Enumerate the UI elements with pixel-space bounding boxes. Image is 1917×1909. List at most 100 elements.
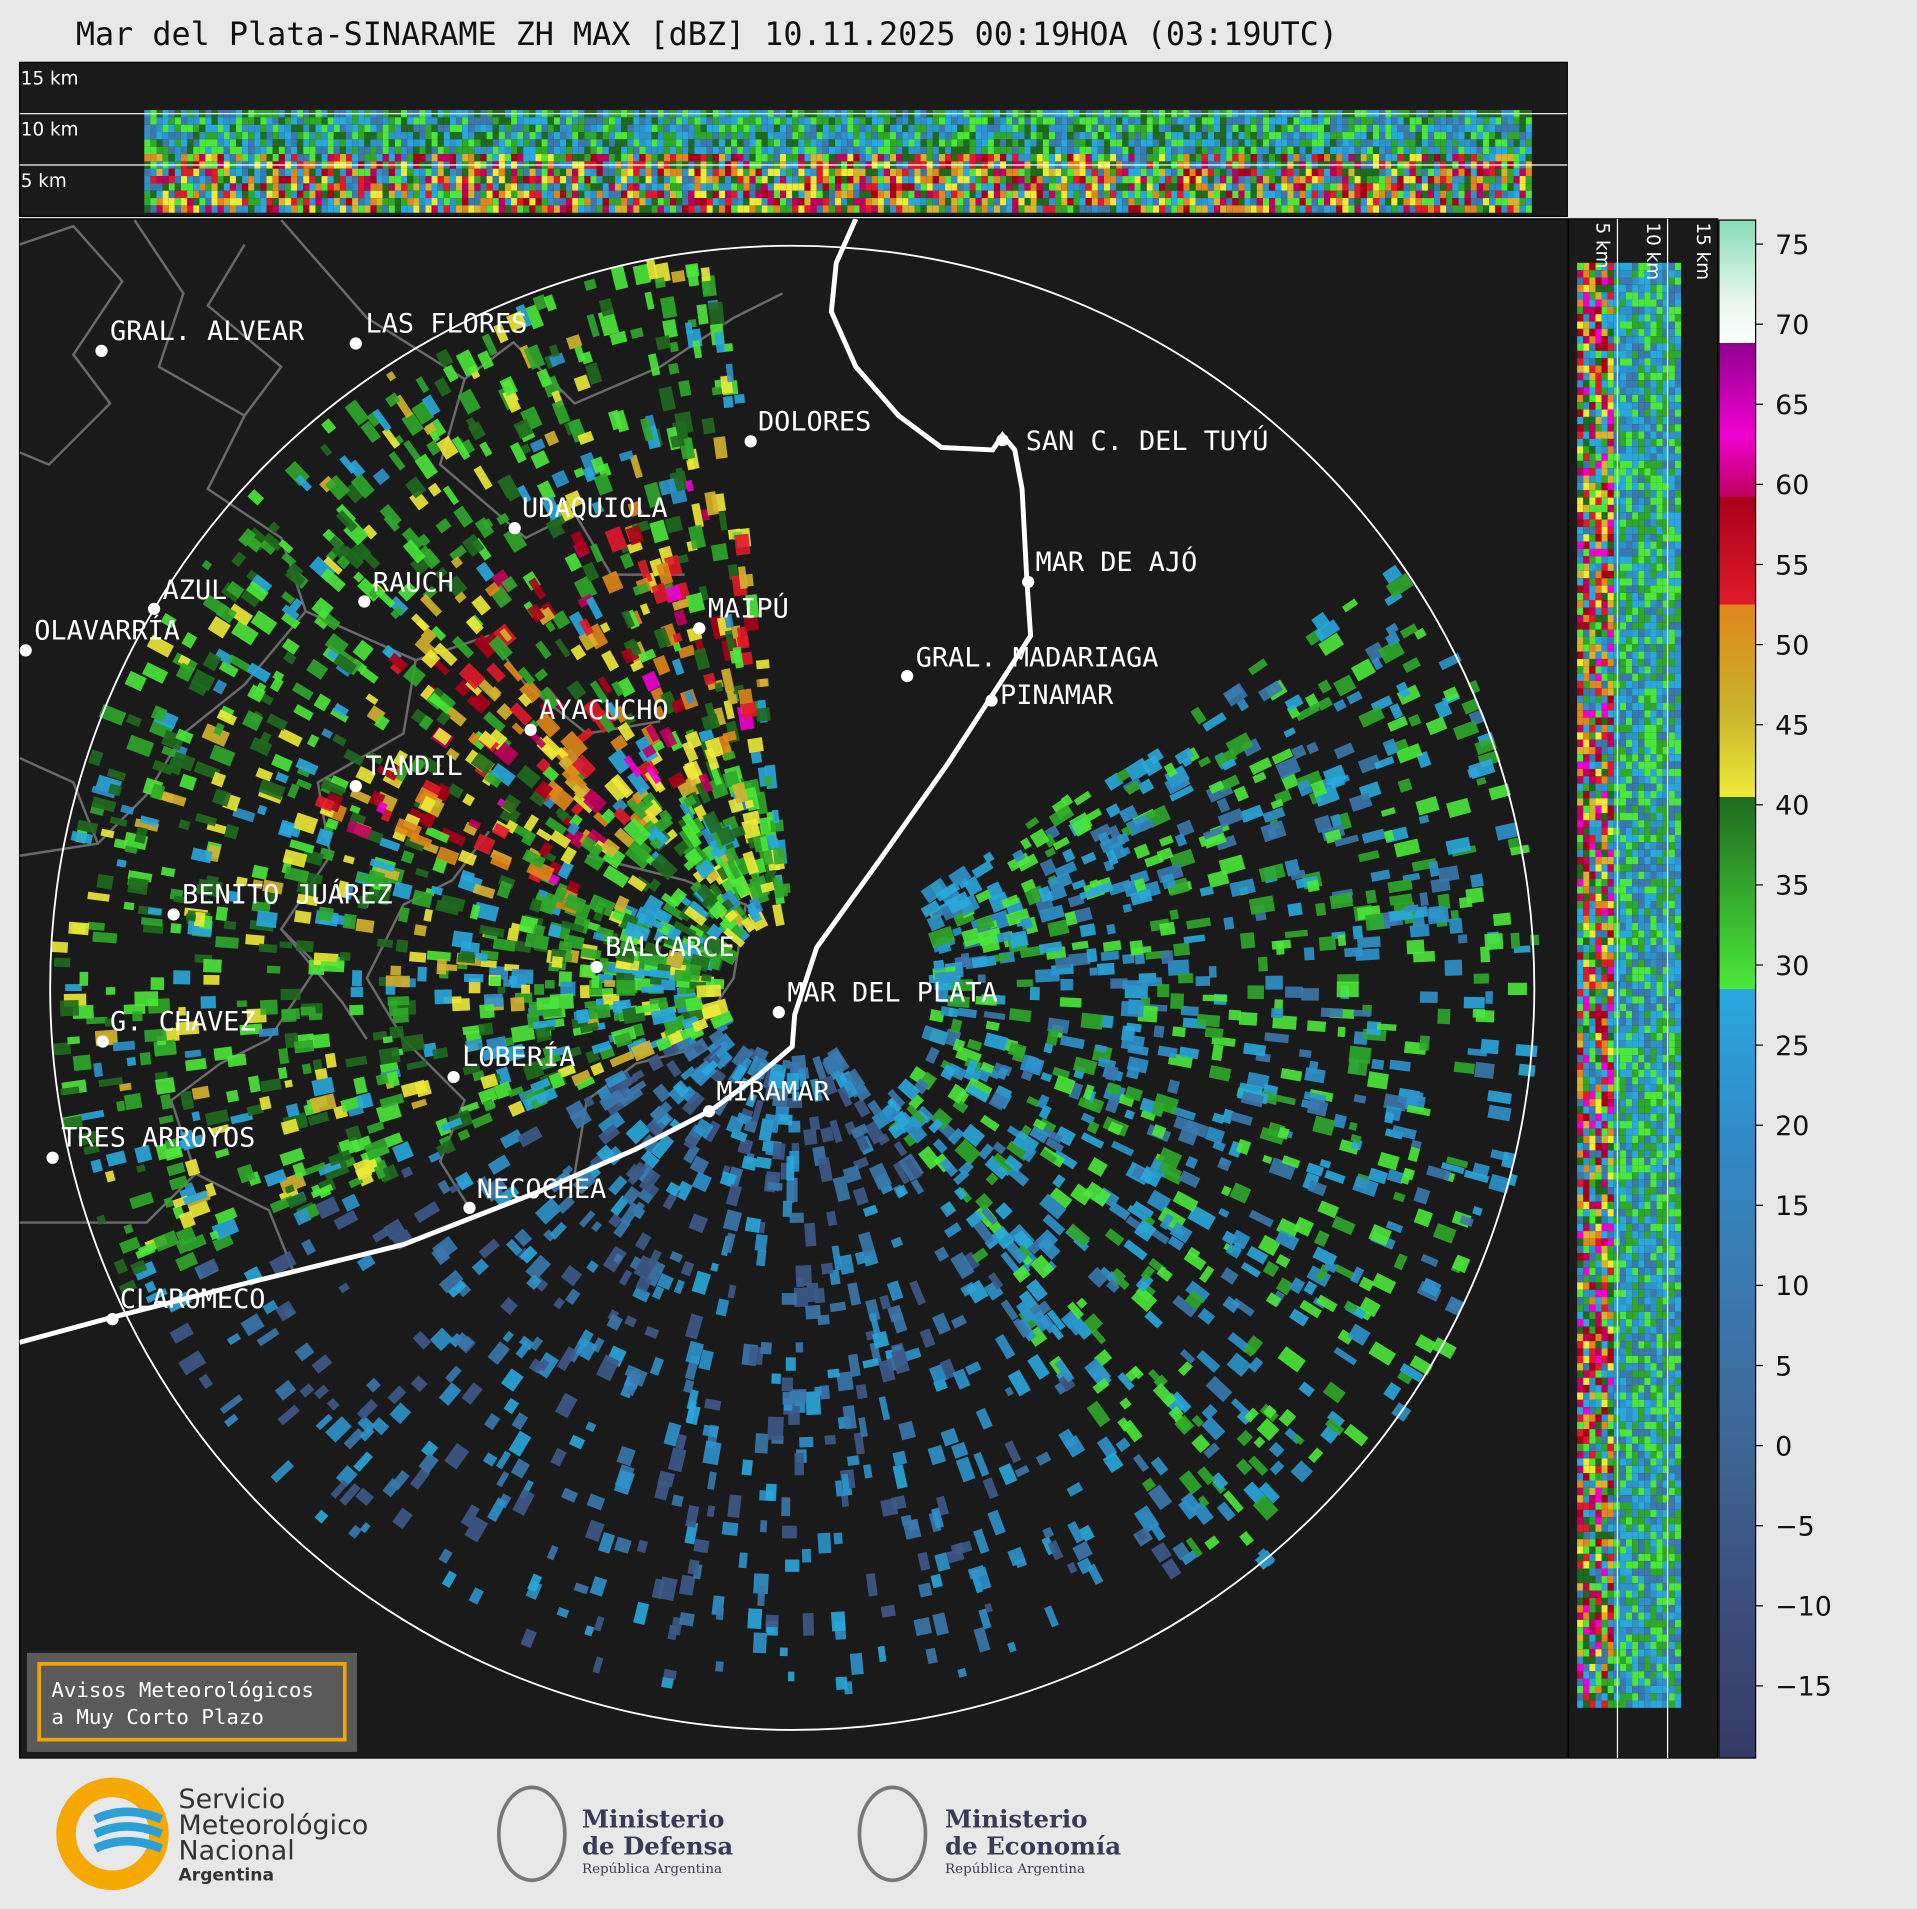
echo (796, 1277, 804, 1288)
echo (425, 146, 432, 155)
echo (1079, 205, 1086, 213)
echo (639, 190, 646, 199)
echo (987, 154, 994, 162)
echo (816, 139, 823, 147)
echo (1103, 176, 1111, 184)
echo (798, 198, 805, 206)
echo (248, 117, 255, 125)
echo (975, 198, 982, 206)
echo (370, 146, 377, 155)
echo (1354, 124, 1361, 133)
echo (700, 124, 707, 133)
echo (162, 117, 169, 125)
echo (1311, 205, 1318, 213)
echo (278, 198, 285, 206)
echo (364, 205, 371, 213)
echo (1085, 146, 1092, 155)
echo (401, 198, 408, 206)
echo (529, 146, 536, 155)
echo (553, 154, 560, 162)
echo (602, 176, 609, 184)
echo (1476, 139, 1483, 147)
echo (676, 183, 683, 191)
echo (633, 139, 640, 147)
echo (627, 176, 634, 184)
echo (1269, 132, 1276, 140)
echo (1024, 146, 1031, 155)
echo (486, 117, 493, 125)
echo (676, 124, 683, 133)
echo (349, 1004, 364, 1016)
echo (694, 146, 701, 155)
echo (1122, 124, 1129, 133)
echo (590, 139, 597, 147)
echo (1171, 168, 1178, 177)
echo (1409, 190, 1416, 199)
echo (1195, 139, 1202, 147)
echo (871, 132, 878, 140)
echo (1220, 183, 1227, 191)
echo (963, 190, 970, 199)
echo (480, 176, 487, 184)
echo (1409, 168, 1416, 177)
echo (1391, 176, 1398, 184)
echo (278, 168, 285, 177)
echo (908, 198, 915, 206)
echo (1262, 132, 1270, 140)
echo (462, 198, 469, 206)
echo (1409, 198, 1416, 206)
echo (480, 205, 487, 213)
echo (1489, 117, 1496, 125)
echo (926, 183, 933, 191)
echo (767, 176, 774, 184)
echo (443, 205, 450, 213)
echo (792, 154, 799, 162)
echo (651, 124, 658, 133)
echo (1091, 146, 1098, 155)
echo (199, 198, 206, 206)
echo (945, 190, 952, 199)
echo (572, 117, 579, 125)
echo (1372, 168, 1380, 177)
echo (260, 183, 267, 191)
echo (437, 154, 444, 162)
echo (1036, 124, 1043, 133)
echo (1482, 205, 1490, 213)
echo (425, 198, 432, 206)
echo (1006, 183, 1013, 191)
echo (792, 117, 799, 125)
echo (1177, 168, 1184, 177)
echo (1458, 168, 1465, 177)
echo (227, 1053, 247, 1068)
echo (847, 132, 854, 140)
echo (896, 198, 903, 206)
echo (520, 406, 543, 431)
echo (822, 183, 829, 191)
echo (1012, 168, 1019, 177)
echo (1116, 205, 1123, 213)
echo (688, 183, 695, 191)
echo (321, 146, 328, 155)
echo (743, 124, 750, 133)
echo (1299, 183, 1306, 191)
echo (700, 190, 707, 199)
echo (1380, 807, 1396, 817)
echo (1519, 154, 1526, 162)
echo (608, 168, 615, 177)
echo (1110, 168, 1117, 177)
echo (168, 183, 175, 191)
echo (382, 190, 389, 199)
echo (883, 183, 891, 191)
echo (547, 124, 554, 133)
echo (327, 205, 334, 213)
echo (1134, 198, 1141, 206)
echo (908, 205, 915, 213)
echo (229, 190, 236, 199)
echo (1067, 894, 1085, 908)
echo (352, 124, 359, 133)
echo (669, 168, 677, 177)
echo (590, 124, 597, 133)
echo (835, 117, 842, 125)
echo (443, 198, 450, 206)
echo (993, 146, 1001, 155)
